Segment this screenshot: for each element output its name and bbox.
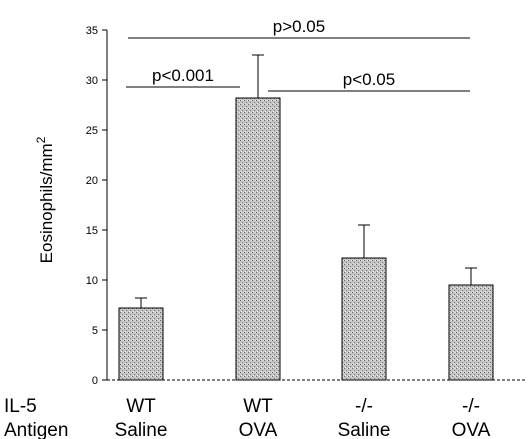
y-tick-label: 25 bbox=[86, 125, 98, 137]
category-tick-label: OVA bbox=[239, 420, 278, 439]
significance-label-1: p>0.05 bbox=[273, 17, 325, 36]
bar-3 bbox=[341, 257, 387, 381]
significance-annotations: p>0.05 p<0.001 p<0.05 bbox=[126, 17, 470, 92]
y-axis-label: Eosinophils/mm2 bbox=[34, 136, 56, 263]
y-tick-label: 30 bbox=[86, 75, 98, 87]
error-bars bbox=[135, 54, 477, 308]
row-label-1: IL-5 bbox=[4, 396, 37, 417]
row-label-2: Antigen bbox=[4, 420, 68, 439]
y-tick-label: 35 bbox=[86, 25, 98, 37]
bar-4 bbox=[448, 284, 494, 381]
category-row-labels: IL-5 WT WT -/- -/- Antigen Saline OVA Saline OVA bbox=[4, 396, 491, 439]
y-axis: 0 5 10 15 20 25 30 35 bbox=[86, 25, 108, 387]
y-tick-label: 10 bbox=[86, 275, 98, 287]
bar-1 bbox=[118, 307, 164, 381]
significance-label-2: p<0.001 bbox=[152, 66, 214, 85]
category-tick-label: OVA bbox=[452, 420, 491, 439]
bars bbox=[118, 97, 494, 381]
category-tick-label: WT bbox=[126, 396, 156, 417]
y-tick-label: 5 bbox=[92, 325, 98, 337]
category-tick-label: -/- bbox=[462, 396, 480, 417]
category-tick-label: Saline bbox=[115, 420, 168, 439]
category-tick-label: WT bbox=[243, 396, 273, 417]
category-tick-label: -/- bbox=[355, 396, 373, 417]
y-tick-label: 15 bbox=[86, 225, 98, 237]
significance-label-3: p<0.05 bbox=[343, 70, 395, 89]
category-tick-label: Saline bbox=[338, 420, 391, 439]
y-tick-label: 20 bbox=[86, 175, 98, 187]
bar-2 bbox=[235, 97, 281, 381]
y-tick-label: 0 bbox=[92, 375, 98, 387]
